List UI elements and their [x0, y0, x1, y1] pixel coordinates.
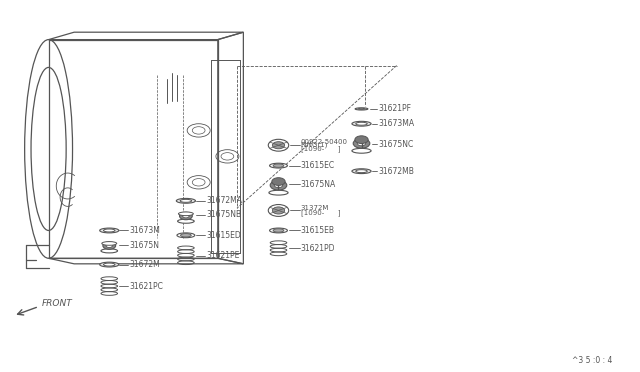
Ellipse shape	[180, 234, 191, 237]
Text: FRONT: FRONT	[42, 299, 73, 308]
Ellipse shape	[104, 229, 115, 232]
Circle shape	[355, 136, 368, 144]
Text: 31675NA: 31675NA	[301, 180, 336, 189]
Circle shape	[272, 178, 285, 185]
Ellipse shape	[273, 164, 284, 167]
Ellipse shape	[180, 199, 191, 202]
Text: 31675N: 31675N	[130, 241, 160, 250]
Text: 31621PF: 31621PF	[379, 105, 412, 113]
Ellipse shape	[352, 148, 371, 153]
Circle shape	[273, 142, 285, 149]
Ellipse shape	[273, 229, 284, 232]
Ellipse shape	[358, 108, 365, 109]
Ellipse shape	[355, 108, 368, 110]
Circle shape	[268, 139, 289, 151]
Circle shape	[275, 183, 283, 187]
Text: 00922-50400: 00922-50400	[301, 138, 348, 145]
Circle shape	[179, 212, 192, 220]
Circle shape	[103, 242, 116, 249]
Ellipse shape	[177, 233, 195, 238]
Text: 31675NB: 31675NB	[206, 211, 241, 219]
Text: [1090-      ]: [1090- ]	[301, 209, 340, 216]
Ellipse shape	[352, 169, 371, 174]
Text: 31675NC: 31675NC	[379, 140, 414, 149]
Ellipse shape	[269, 163, 287, 168]
Ellipse shape	[269, 190, 288, 195]
Text: RING(1): RING(1)	[301, 142, 328, 148]
Text: 31621PC: 31621PC	[130, 282, 164, 291]
Ellipse shape	[100, 228, 119, 233]
Ellipse shape	[100, 262, 119, 267]
Text: 31372M: 31372M	[301, 205, 329, 211]
Circle shape	[357, 141, 365, 146]
Ellipse shape	[101, 249, 118, 253]
Ellipse shape	[356, 122, 367, 125]
Circle shape	[353, 138, 370, 148]
Text: 31672MA: 31672MA	[206, 196, 243, 205]
Circle shape	[273, 207, 285, 214]
Text: 31621PD: 31621PD	[301, 244, 335, 253]
Text: 31672MB: 31672MB	[379, 167, 415, 176]
Text: 31621PE: 31621PE	[206, 251, 240, 260]
Circle shape	[268, 205, 289, 217]
Text: 31615EC: 31615EC	[301, 161, 335, 170]
Ellipse shape	[102, 241, 116, 245]
Text: 31673M: 31673M	[130, 226, 161, 235]
Ellipse shape	[176, 198, 195, 203]
Ellipse shape	[104, 263, 115, 266]
Ellipse shape	[356, 170, 367, 173]
Text: [1090-      ]: [1090- ]	[301, 145, 340, 152]
Ellipse shape	[352, 121, 371, 126]
Ellipse shape	[269, 228, 287, 233]
Text: 31672M: 31672M	[130, 260, 161, 269]
Ellipse shape	[177, 219, 194, 223]
Ellipse shape	[179, 212, 193, 216]
Text: 31615EB: 31615EB	[301, 226, 335, 235]
Text: 31615ED: 31615ED	[206, 231, 241, 240]
Circle shape	[106, 244, 113, 247]
Circle shape	[182, 214, 189, 218]
Text: ^3 5 :0 : 4: ^3 5 :0 : 4	[572, 356, 612, 365]
Circle shape	[270, 180, 287, 190]
Text: 31673MA: 31673MA	[379, 119, 415, 128]
